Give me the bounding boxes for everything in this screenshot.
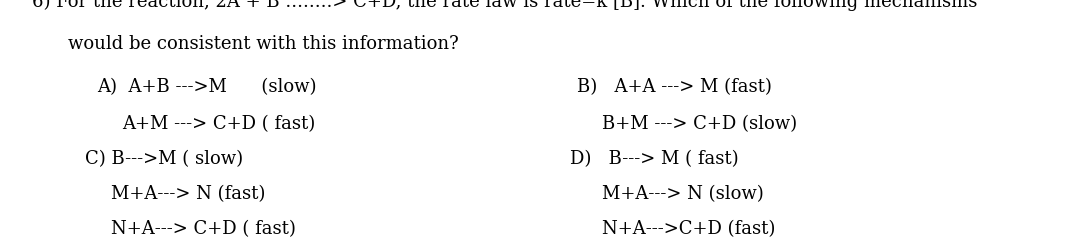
Text: A)  A+B --->M      (slow): A) A+B --->M (slow) bbox=[97, 78, 316, 96]
Text: B+M ---> C+D (slow): B+M ---> C+D (slow) bbox=[602, 115, 797, 133]
Text: B)   A+A ---> M (fast): B) A+A ---> M (fast) bbox=[577, 78, 773, 96]
Text: D)   B---> M ( fast): D) B---> M ( fast) bbox=[570, 150, 738, 168]
Text: N+A--->C+D (fast): N+A--->C+D (fast) bbox=[602, 220, 776, 238]
Text: A+M ---> C+D ( fast): A+M ---> C+D ( fast) bbox=[122, 115, 315, 133]
Text: 6) For the reaction, 2A + B ........> C+D, the rate law is rate=k [B]. Which of : 6) For the reaction, 2A + B ........> C+… bbox=[32, 0, 978, 11]
Text: M+A---> N (fast): M+A---> N (fast) bbox=[111, 185, 265, 203]
Text: would be consistent with this information?: would be consistent with this informatio… bbox=[68, 35, 459, 53]
Text: C) B--->M ( slow): C) B--->M ( slow) bbox=[85, 150, 244, 168]
Text: N+A---> C+D ( fast): N+A---> C+D ( fast) bbox=[111, 220, 296, 238]
Text: M+A---> N (slow): M+A---> N (slow) bbox=[602, 185, 764, 203]
